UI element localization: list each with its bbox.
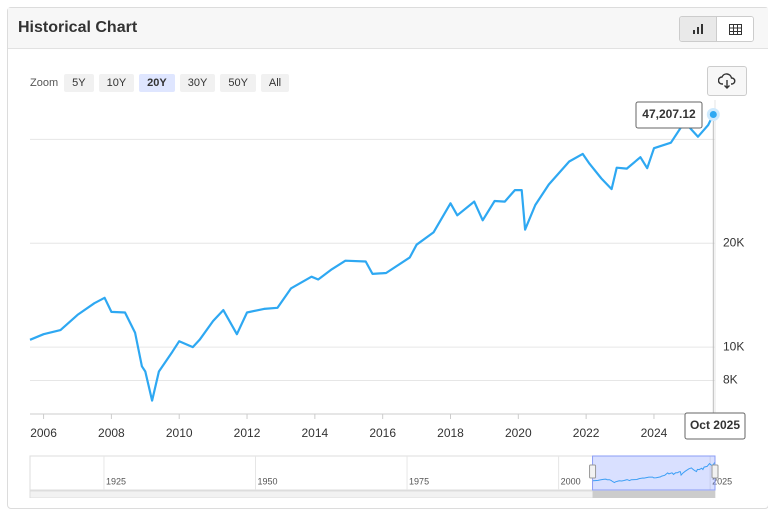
scrollbar-thumb [592,491,715,498]
date-label-box [684,412,746,440]
x-tick-label: 2016 [369,426,396,440]
zoom-button[interactable]: 5Y [64,74,94,92]
date-label: Oct 2025 [690,418,740,432]
x-tick-label: 2014 [301,426,328,440]
last-point [706,107,720,121]
x-tick-label: 2018 [437,426,464,440]
table-view-button[interactable] [717,17,753,41]
navigator-handle [589,464,597,479]
y-tick-label: 10K [723,339,744,353]
x-tick-label: 2020 [505,426,532,440]
tooltip-value: 47,207.12 [642,107,696,121]
navigator-label: 1975 [409,476,429,486]
zoom-button[interactable]: 10Y [98,74,135,92]
tooltip-box [635,101,703,129]
navigator-handle [711,464,719,479]
navigator-label: 2000 [561,476,581,486]
zoom-button[interactable]: 20Y [139,74,175,92]
navigator-label: 1950 [258,476,278,486]
title: Historical Chart [18,19,138,36]
x-tick-label: 2012 [234,426,261,440]
x-tick-label: 2006 [30,426,57,440]
view-toggle [679,16,754,42]
zoom-button[interactable]: All [260,74,290,92]
navigator-frame [29,455,716,491]
x-tick-label: 2022 [573,426,600,440]
x-tick-label: 2010 [166,426,193,440]
y-tick-label: 20K [723,235,744,249]
header: Historical Chart [8,8,768,49]
chart-view-button[interactable] [680,17,717,41]
y-tick-label: 8K [723,373,738,387]
navigator-selection [592,455,716,491]
zoom-label: Zoom [30,77,59,89]
navigator-line [592,462,716,484]
zoom-button[interactable]: 50Y [220,74,256,92]
navigator-label: 2025 [712,476,732,486]
chart: 8K 10K 20K 2006 2008 2010 2012 2014 2016 2018 2020… [29,100,746,498]
page: Historical Chart Zoom 5Y 10Y 20Y 30Y 50Y All 8… [7,7,768,509]
navigator-label: 1925 [106,476,126,486]
zoom-bar: Zoom 5Y 10Y 20Y 30Y 50Y All [30,74,294,92]
x-tick-label: 2008 [98,426,125,440]
zoom-button[interactable]: 30Y [179,74,216,92]
price-line [29,114,715,402]
x-tick-label: 2024 [641,426,668,440]
download-button[interactable] [707,66,747,96]
